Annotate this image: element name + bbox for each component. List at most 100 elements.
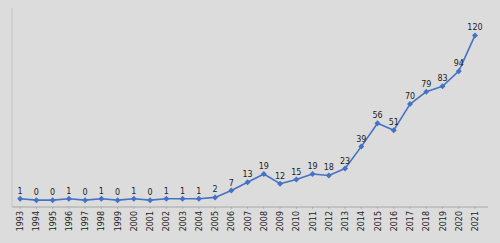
background [0, 0, 500, 243]
x-tick [475, 207, 476, 209]
data-label: 83 [437, 74, 447, 83]
x-tick-label: 2013 [341, 211, 350, 231]
data-label: 0 [50, 188, 55, 197]
data-label: 70 [405, 92, 415, 101]
marker [423, 89, 429, 95]
x-tick-label: 2015 [374, 211, 383, 231]
x-axis-line [12, 207, 488, 208]
marker [17, 196, 23, 202]
data-label: 19 [307, 162, 317, 171]
x-tick [52, 207, 53, 209]
marker [163, 196, 169, 202]
x-tick [312, 207, 313, 209]
x-tick [442, 207, 443, 209]
x-tick-label: 2000 [130, 211, 139, 231]
x-tick-label: 2021 [471, 211, 480, 231]
data-label: 0 [34, 188, 39, 197]
marker [375, 120, 381, 126]
x-tick [101, 207, 102, 209]
x-tick [68, 207, 69, 209]
marker [440, 83, 446, 89]
x-tick [377, 207, 378, 209]
x-tick-label: 2017 [406, 211, 415, 231]
marker [212, 194, 218, 200]
data-label: 1 [180, 187, 185, 196]
marker [131, 196, 137, 202]
marker [391, 127, 397, 133]
data-label: 0 [148, 188, 153, 197]
marker [196, 196, 202, 202]
data-label: 51 [389, 118, 399, 127]
marker [358, 144, 364, 150]
x-tick-label: 1994 [32, 211, 41, 231]
x-tick [410, 207, 411, 209]
marker [277, 181, 283, 187]
x-tick [361, 207, 362, 209]
data-label: 120 [467, 23, 482, 32]
x-tick-label: 2004 [195, 211, 204, 231]
x-tick-label: 2003 [179, 211, 188, 231]
data-label: 1 [131, 187, 136, 196]
data-label: 2 [213, 185, 218, 194]
data-label: 7 [229, 179, 234, 188]
marker [261, 171, 267, 177]
x-tick [85, 207, 86, 209]
x-tick [166, 207, 167, 209]
marker [50, 197, 56, 203]
x-tick-label: 2016 [390, 211, 399, 231]
data-label: 39 [356, 135, 366, 144]
x-tick-label: 2007 [244, 211, 253, 231]
data-label: 19 [259, 162, 269, 171]
x-tick-label: 2005 [211, 211, 220, 231]
x-tick-label: 2001 [146, 211, 155, 231]
x-tick [20, 207, 21, 209]
x-tick [215, 207, 216, 209]
x-tick [247, 207, 248, 209]
x-tick [263, 207, 264, 209]
data-label: 18 [324, 163, 334, 172]
x-tick [150, 207, 151, 209]
marker [245, 179, 251, 185]
x-tick [117, 207, 118, 209]
x-tick-label: 2012 [325, 211, 334, 231]
x-tick [36, 207, 37, 209]
data-label: 1 [18, 187, 23, 196]
data-label: 1 [66, 187, 71, 196]
plot-area [17, 32, 478, 203]
x-tick [296, 207, 297, 209]
x-tick [328, 207, 329, 209]
data-label: 1 [99, 187, 104, 196]
x-tick-label: 2019 [439, 211, 448, 231]
data-label: 0 [115, 188, 120, 197]
data-labels: 1001010101112713191215191823395651707983… [18, 23, 483, 197]
x-tick-label: 1995 [49, 211, 58, 231]
x-tick [458, 207, 459, 209]
x-tick-label: 2014 [357, 211, 366, 231]
data-label: 79 [421, 80, 431, 89]
x-tick-label: 1997 [81, 211, 90, 231]
x-tick-label: 2011 [309, 211, 318, 231]
data-label: 1 [164, 187, 169, 196]
x-tick-label: 2020 [455, 211, 464, 231]
x-tick-label: 2009 [276, 211, 285, 231]
marker [310, 171, 316, 177]
x-tick [133, 207, 134, 209]
marker [472, 32, 478, 38]
x-tick [280, 207, 281, 209]
marker [342, 166, 348, 172]
marker [98, 196, 104, 202]
data-label: 23 [340, 157, 350, 166]
marker [180, 196, 186, 202]
marker [293, 177, 299, 183]
x-tick [182, 207, 183, 209]
line [20, 35, 475, 200]
data-label: 1 [196, 187, 201, 196]
x-tick [426, 207, 427, 209]
x-tick-label: 1999 [114, 211, 123, 231]
x-tick [345, 207, 346, 209]
marker [82, 197, 88, 203]
data-label: 94 [454, 59, 464, 68]
marker [228, 188, 234, 194]
x-tick-label: 1993 [16, 211, 25, 231]
data-label: 12 [275, 172, 285, 181]
